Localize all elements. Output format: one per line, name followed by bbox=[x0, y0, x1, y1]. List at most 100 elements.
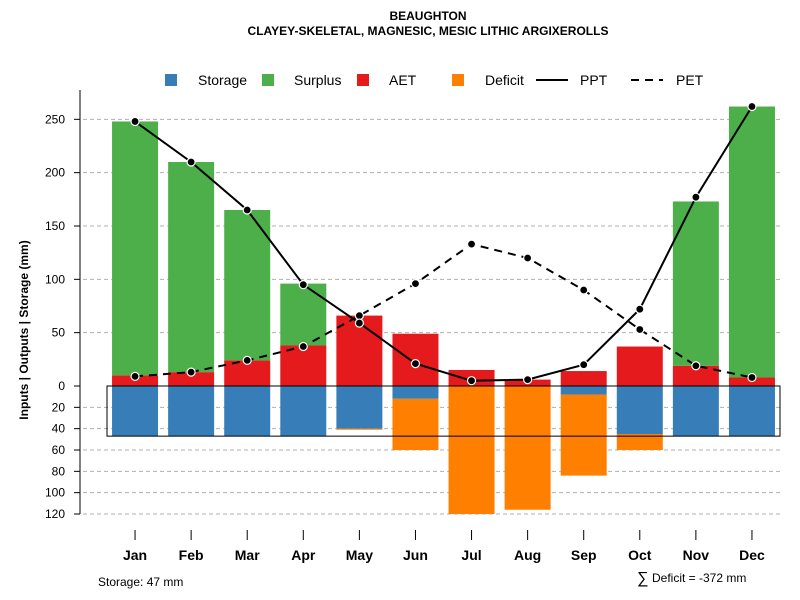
y-tick-label: 50 bbox=[52, 326, 66, 340]
storage-bar bbox=[392, 386, 439, 399]
surplus-bar bbox=[168, 161, 215, 373]
pet-point bbox=[691, 361, 701, 371]
ppt-point bbox=[635, 304, 645, 314]
y-tick-label: 200 bbox=[45, 166, 65, 180]
y-tick-label: 80 bbox=[52, 464, 66, 478]
month-label: Nov bbox=[683, 547, 710, 563]
pet-point bbox=[466, 239, 477, 249]
month-label: Apr bbox=[291, 547, 316, 563]
pet-point bbox=[579, 285, 589, 295]
y-axis-label: Inputs | Outputs | Storage (mm) bbox=[17, 240, 31, 419]
storage-bar bbox=[112, 386, 159, 437]
aet-bar bbox=[616, 346, 663, 386]
storage-bar bbox=[616, 386, 663, 435]
month-label: Oct bbox=[628, 547, 652, 563]
ppt-point bbox=[186, 157, 196, 167]
surplus-legend-swatch bbox=[262, 74, 274, 86]
bars bbox=[112, 106, 775, 515]
pet-point bbox=[523, 253, 533, 263]
y-tick-label: 40 bbox=[52, 422, 66, 436]
storage-bar bbox=[280, 386, 327, 437]
y-tick-label: 0 bbox=[58, 379, 65, 393]
month-label: Sep bbox=[571, 547, 597, 563]
surplus-bar bbox=[112, 121, 159, 376]
month-label: Mar bbox=[235, 547, 260, 563]
deficit-legend-swatch bbox=[452, 74, 464, 86]
storage-bar bbox=[168, 386, 215, 437]
y-tick-label: 120 bbox=[45, 507, 65, 521]
pet-point bbox=[130, 371, 140, 381]
deficit-note: Deficit = -372 mm bbox=[652, 571, 746, 585]
ppt-point bbox=[298, 280, 308, 290]
storage-bar bbox=[672, 386, 719, 437]
ppt-point bbox=[410, 358, 421, 369]
deficit-bar bbox=[504, 386, 551, 510]
month-label: Dec bbox=[739, 547, 765, 563]
chart-subtitle: CLAYEY-SKELETAL, MAGNESIC, MESIC LITHIC … bbox=[248, 24, 609, 38]
month-label: Jun bbox=[403, 547, 428, 563]
legend: Storage Surplus AET Deficit PPT PET bbox=[165, 72, 704, 88]
storage-legend-label: Storage bbox=[198, 72, 247, 88]
deficit-bar bbox=[392, 398, 439, 451]
ppt-line bbox=[134, 105, 753, 382]
month-label: May bbox=[346, 547, 373, 563]
ppt-point bbox=[691, 192, 701, 202]
y-tick-label: 100 bbox=[45, 486, 65, 500]
storage-legend-swatch bbox=[165, 74, 177, 86]
ppt-point bbox=[579, 360, 589, 370]
pet-point bbox=[354, 310, 364, 321]
ppt-point bbox=[130, 116, 140, 127]
ppt-legend-label: PPT bbox=[580, 72, 608, 88]
lines bbox=[130, 101, 757, 386]
ppt-point bbox=[354, 318, 364, 328]
y-tick-label: 250 bbox=[45, 112, 65, 126]
storage-bar bbox=[560, 386, 607, 395]
pet-point bbox=[298, 341, 308, 352]
surplus-legend-label: Surplus bbox=[294, 72, 341, 88]
pet-point bbox=[186, 367, 196, 377]
sum-symbol: ∑ bbox=[637, 570, 648, 587]
surplus-bar bbox=[728, 106, 775, 378]
storage-note: Storage: 47 mm bbox=[98, 575, 183, 589]
surplus-bar bbox=[672, 201, 719, 366]
month-label: Jan bbox=[123, 547, 147, 563]
y-tick-label: 20 bbox=[52, 400, 66, 414]
pet-point bbox=[242, 355, 252, 365]
deficit-bar bbox=[560, 394, 607, 476]
deficit-bar bbox=[336, 428, 383, 430]
pet-legend-label: PET bbox=[676, 72, 704, 88]
deficit-legend-label: Deficit bbox=[485, 72, 524, 88]
y-tick-label: 150 bbox=[45, 219, 65, 233]
surplus-bar bbox=[224, 209, 271, 361]
pet-point bbox=[747, 372, 757, 383]
ppt-point bbox=[523, 374, 533, 385]
pet-point bbox=[410, 278, 421, 289]
month-label: Feb bbox=[179, 547, 204, 563]
aet-legend-swatch bbox=[357, 74, 369, 86]
deficit-bar bbox=[616, 434, 663, 451]
pet-line bbox=[134, 243, 753, 379]
deficit-bar bbox=[448, 386, 495, 515]
aet-bar bbox=[168, 372, 215, 386]
chart-title: BEAUGHTON bbox=[389, 9, 466, 23]
month-label: Aug bbox=[514, 547, 541, 563]
aet-bar bbox=[280, 345, 327, 386]
ppt-point bbox=[466, 376, 477, 386]
storage-bar bbox=[336, 386, 383, 429]
aet-bar bbox=[560, 371, 607, 386]
aet-bar bbox=[672, 365, 719, 386]
surplus-bar bbox=[280, 283, 327, 346]
y-tick-label: 100 bbox=[45, 272, 65, 286]
ppt-point bbox=[747, 101, 757, 112]
storage-bar bbox=[728, 386, 775, 437]
aet-legend-label: AET bbox=[389, 72, 417, 88]
month-label: Jul bbox=[461, 547, 481, 563]
storage-capacity-box bbox=[106, 385, 781, 437]
y-axis: 0 50 100 150 200 250 20 40 60 80 100 120 bbox=[45, 90, 81, 521]
y-tick-label: 60 bbox=[52, 443, 66, 457]
x-axis: Jan Feb Mar Apr May Jun Jul Aug Sep Oct Nov Dec bbox=[123, 530, 765, 563]
ppt-point bbox=[242, 205, 252, 215]
storage-bar bbox=[224, 386, 271, 437]
pet-point bbox=[635, 324, 645, 335]
